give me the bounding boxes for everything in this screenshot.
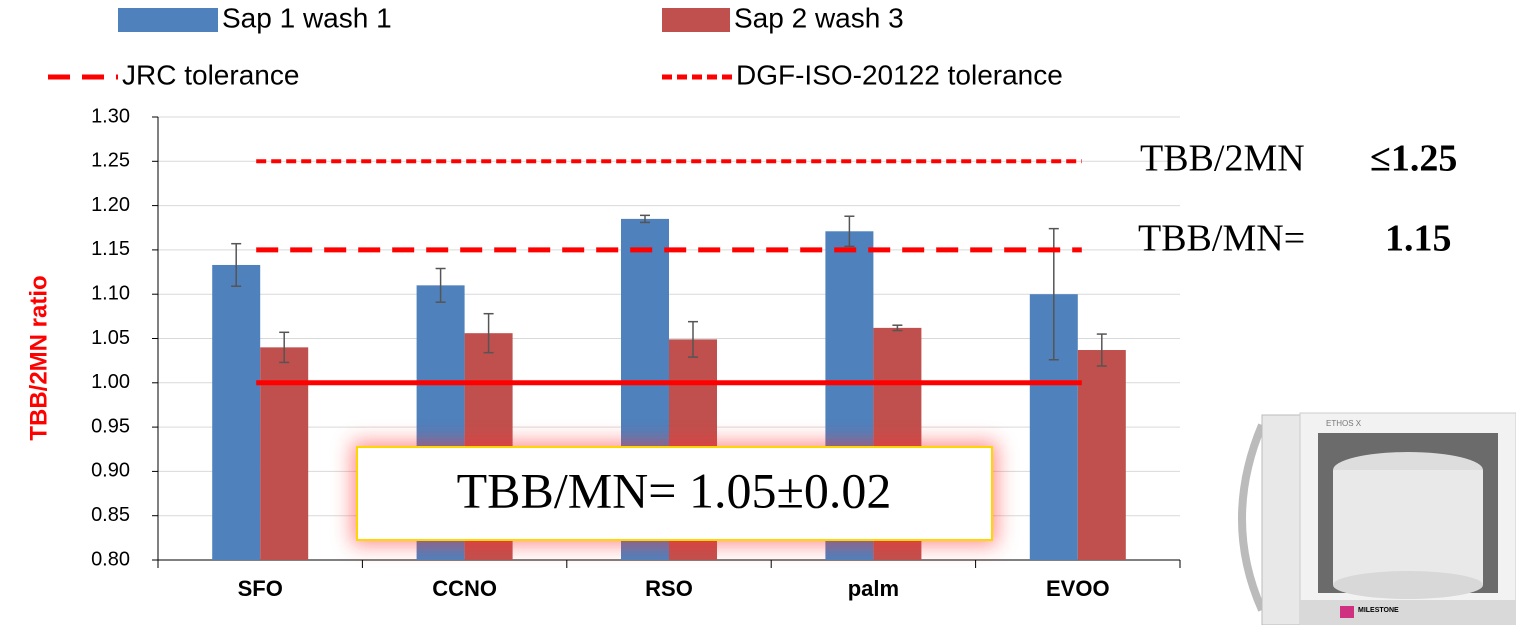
legend-swatch (662, 8, 730, 32)
error-bar (231, 242, 242, 287)
error-bar (688, 320, 698, 358)
y-tick-label: 0.85 (91, 504, 130, 526)
x-tick-label: EVOO (1046, 576, 1110, 601)
y-tick-label: 1.15 (91, 238, 130, 260)
bar (1077, 350, 1126, 560)
error-bar (640, 214, 650, 224)
result-annotation: TBB/MN= 1.05±0.02 (457, 462, 892, 518)
device-image: ETHOS X MILESTONE (1238, 412, 1516, 625)
limit-value: 1.15 (1385, 218, 1452, 260)
y-tick-label: 1.00 (91, 371, 130, 393)
bar (212, 264, 261, 560)
legend-label: DGF-ISO-20122 tolerance (736, 59, 1063, 90)
x-tick-label: SFO (238, 576, 283, 601)
y-tick-label: 0.90 (91, 460, 130, 482)
error-bar (1096, 333, 1107, 367)
y-tick-label: 1.05 (91, 327, 130, 349)
legend-label: Sap 1 wash 1 (222, 2, 392, 33)
legend-label: JRC tolerance (122, 59, 299, 90)
error-bar (892, 324, 903, 332)
limit-value: ≤1.25 (1370, 138, 1457, 180)
error-bar (844, 215, 855, 248)
limit-label: TBB/2MN (1140, 138, 1305, 180)
error-bar (483, 312, 494, 354)
device-model: ETHOS X (1326, 419, 1362, 428)
device-brand: MILESTONE (1358, 607, 1399, 614)
y-tick-label: 0.80 (91, 548, 130, 570)
y-tick-label: 0.95 (91, 415, 130, 437)
legend-label: Sap 2 wash 3 (734, 2, 904, 33)
legend-swatch (118, 8, 218, 32)
y-tick-label: 1.20 (91, 194, 130, 216)
error-bar (279, 331, 290, 364)
limit-label: TBB/MN= (1138, 218, 1305, 260)
x-tick-label: CCNO (432, 576, 497, 601)
result-box (356, 446, 993, 541)
y-tick-label: 1.25 (91, 150, 130, 172)
x-tick-label: palm (848, 576, 899, 601)
error-bar (435, 267, 446, 303)
bar (260, 347, 309, 560)
x-tick-label: RSO (645, 576, 693, 601)
y-tick-label: 1.30 (91, 105, 130, 127)
y-axis-label: TBB/2MN ratio (25, 275, 52, 440)
y-tick-label: 1.10 (91, 282, 130, 304)
